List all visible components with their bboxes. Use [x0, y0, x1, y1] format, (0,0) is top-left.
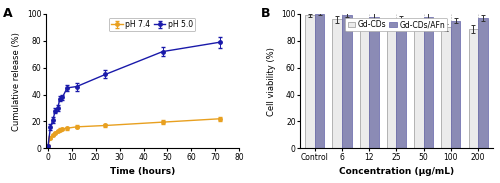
Bar	[442, 27, 451, 148]
Bar	[468, 29, 478, 148]
Legend: Gd-CDs, Gd-CDs/AFn: Gd-CDs, Gd-CDs/AFn	[346, 18, 448, 31]
Text: A: A	[3, 7, 13, 20]
Legend: pH 7.4, pH 5.0: pH 7.4, pH 5.0	[109, 18, 195, 31]
Bar	[478, 18, 488, 148]
Bar	[414, 26, 424, 148]
X-axis label: Time (hours): Time (hours)	[110, 167, 175, 176]
Bar	[369, 17, 378, 148]
Bar	[396, 19, 406, 148]
Bar	[387, 23, 396, 148]
Text: B: B	[261, 7, 270, 20]
Bar	[451, 21, 460, 148]
Bar	[315, 14, 324, 148]
Bar	[342, 15, 351, 148]
Y-axis label: Cumulative release (%): Cumulative release (%)	[12, 32, 22, 131]
Bar	[424, 17, 433, 148]
Bar	[332, 19, 342, 148]
Y-axis label: Cell viability (%): Cell viability (%)	[266, 47, 276, 116]
Bar	[306, 15, 315, 148]
Bar	[360, 22, 369, 148]
X-axis label: Concentration (μg/mL): Concentration (μg/mL)	[339, 167, 454, 176]
